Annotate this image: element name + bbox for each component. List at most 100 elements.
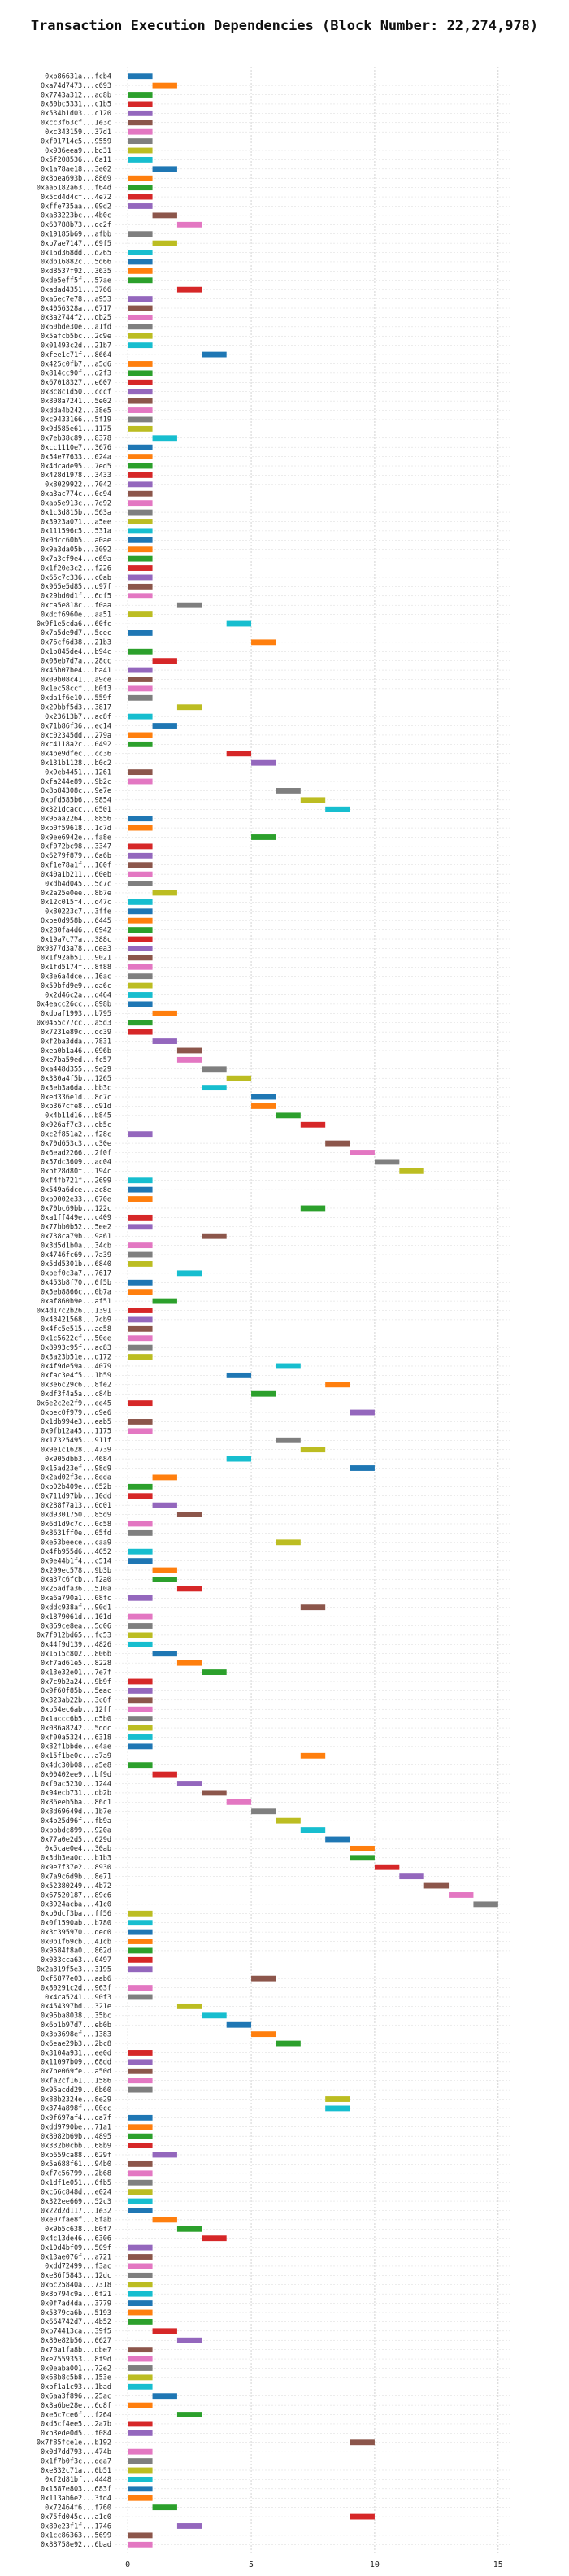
tx-label: 0xe86f5843...12dc	[41, 2272, 111, 2280]
tx-bar	[128, 862, 153, 868]
tx-label: 0x95acdd29...6b60	[41, 2086, 111, 2095]
tx-label: 0x9b5c638...b0f7	[45, 2226, 111, 2234]
tx-bar	[176, 1660, 202, 1666]
tx-label: 0xda1f6e10...559f	[41, 694, 111, 703]
tx-bar	[128, 1400, 153, 1407]
tx-label: 0x1df1e051...6fb5	[41, 2179, 111, 2187]
tx-label: 0x332b0cbb...68b9	[41, 2142, 111, 2150]
tx-label: 0xca5e818c...f0aa	[41, 602, 111, 610]
tx-bar	[152, 166, 177, 172]
tx-label: 0x3a23b51e...d172	[41, 1353, 111, 1361]
tx-bar	[128, 2402, 153, 2408]
tx-label: 0x9e1c1628...4739	[41, 1446, 111, 1454]
chart-title: Transaction Execution Dependencies (Bloc…	[30, 18, 539, 34]
tx-bar	[128, 110, 153, 116]
tx-label: 0x46b07be4...ba41	[41, 667, 111, 675]
tx-label: 0x711d97bb...10dd	[41, 1493, 111, 1501]
tx-bar	[152, 658, 177, 664]
tx-label: 0x88758e92...6bad	[41, 2541, 111, 2549]
tx-label: 0xd5cf4ee5...2a7b	[41, 2421, 111, 2429]
tx-bar	[128, 2198, 153, 2204]
tx-label: 0x63788b73...dc2f	[41, 221, 111, 229]
tx-bar	[128, 908, 153, 915]
tx-label: 0xc4118a2c...0492	[41, 741, 111, 749]
tx-bar	[128, 444, 153, 450]
tx-bar	[325, 806, 350, 812]
tx-bar	[152, 2152, 177, 2158]
tx-bar	[128, 1521, 153, 1527]
tx-bar	[152, 212, 177, 219]
tx-label: 0x5cae0e4...30ab	[45, 1845, 111, 1853]
tx-bar	[202, 1669, 227, 1675]
tx-label: 0xaf860b9e...af51	[41, 1298, 111, 1306]
tx-bar	[152, 1474, 177, 1481]
tx-bar	[128, 630, 153, 636]
tx-label: 0x67520187...89c6	[41, 1891, 111, 1899]
tx-bar	[152, 1502, 177, 1508]
tx-bar	[128, 2208, 153, 2213]
tx-label: 0xdbaf1993...b795	[41, 1010, 111, 1018]
tx-bar	[128, 611, 153, 618]
tx-bar	[128, 843, 153, 850]
tx-label: 0xc343159...37d1	[45, 128, 111, 137]
tx-bar	[350, 1409, 375, 1416]
tx-label: 0x54e77633...024a	[41, 453, 111, 461]
tx-label: 0x7be069fe...a50d	[41, 2068, 111, 2076]
tx-label: 0xadad4351...3766	[41, 286, 111, 294]
tx-bar	[128, 555, 153, 562]
tx-bar	[276, 1363, 301, 1369]
tx-label: 0x6279f879...6a6b	[41, 852, 111, 860]
tx-label: 0x111596c5...531a	[41, 528, 111, 536]
tx-label: 0x0455c77cc...a5d3	[37, 1020, 111, 1028]
tx-bar	[251, 834, 276, 840]
x-tick-label: 5	[249, 2561, 254, 2569]
tx-label: 0xab5e913c...7d92	[41, 499, 111, 507]
tx-bar	[128, 481, 153, 488]
tx-bar	[128, 825, 153, 831]
tx-bar	[325, 1140, 350, 1147]
tx-bar	[176, 602, 202, 608]
tx-bar	[128, 1214, 153, 1221]
tx-label: 0xf4fb721f...2699	[41, 1177, 111, 1186]
tx-label: 0xf2d81bf...4448	[45, 2476, 111, 2484]
tx-bar	[128, 2124, 153, 2130]
tx-bar	[128, 2244, 153, 2251]
tx-bar	[128, 2476, 153, 2482]
tx-label: 0xfa2cf161...1586	[41, 2077, 111, 2085]
tx-bar	[152, 1010, 177, 1016]
tx-bar	[128, 2114, 153, 2121]
tx-bar	[128, 277, 153, 284]
tx-label: 0x086a8242...5ddc	[41, 1725, 111, 1733]
tx-label: 0xbbbdc899...920a	[41, 1826, 111, 1834]
tx-label: 0x534b1d03...c120	[41, 110, 111, 118]
tx-bar	[128, 324, 153, 330]
tx-bar	[128, 1493, 153, 1499]
tx-bar	[128, 1641, 153, 1647]
tx-label: 0x8c8c1d50...cccf	[41, 389, 111, 397]
tx-bar	[449, 1892, 474, 1898]
tx-label: 0xdb4d045...5c7c	[45, 880, 111, 888]
tx-label: 0xb86631a...fcb4	[45, 73, 111, 81]
tx-bar	[128, 519, 153, 524]
tx-label: 0x43421568...7cb9	[41, 1316, 111, 1325]
tx-label: 0x0f7ad4da...3779	[41, 2300, 111, 2308]
tx-label: 0xb367cfe8...d91d	[41, 1103, 111, 1111]
tx-label: 0x5eb8866c...0b7a	[41, 1288, 111, 1296]
tx-bar	[128, 2086, 153, 2093]
tx-label: 0x8bea693b...8869	[41, 175, 111, 183]
tx-label: 0xb0f59618...1c7d	[41, 825, 111, 833]
tx-bar	[128, 128, 153, 135]
tx-label: 0xbe0d958b...6445	[41, 917, 111, 925]
tx-bar	[128, 2309, 153, 2316]
tx-bar	[128, 1186, 153, 1193]
tx-bar	[128, 685, 153, 692]
tx-bar	[128, 593, 153, 599]
tx-label: 0x8029922...7042	[45, 481, 111, 490]
tx-label: 0x0b1f69cb...41cb	[41, 1938, 111, 1946]
tx-label: 0x8b794c9a...6f21	[41, 2291, 111, 2299]
tx-bar	[128, 2179, 153, 2186]
tx-label: 0x3a2744f2...db25	[41, 314, 111, 322]
tx-label: 0x71b86f36...ec14	[41, 722, 111, 730]
tx-bar	[128, 407, 153, 413]
tx-label: 0x323ab22b...3c6f	[41, 1697, 111, 1705]
